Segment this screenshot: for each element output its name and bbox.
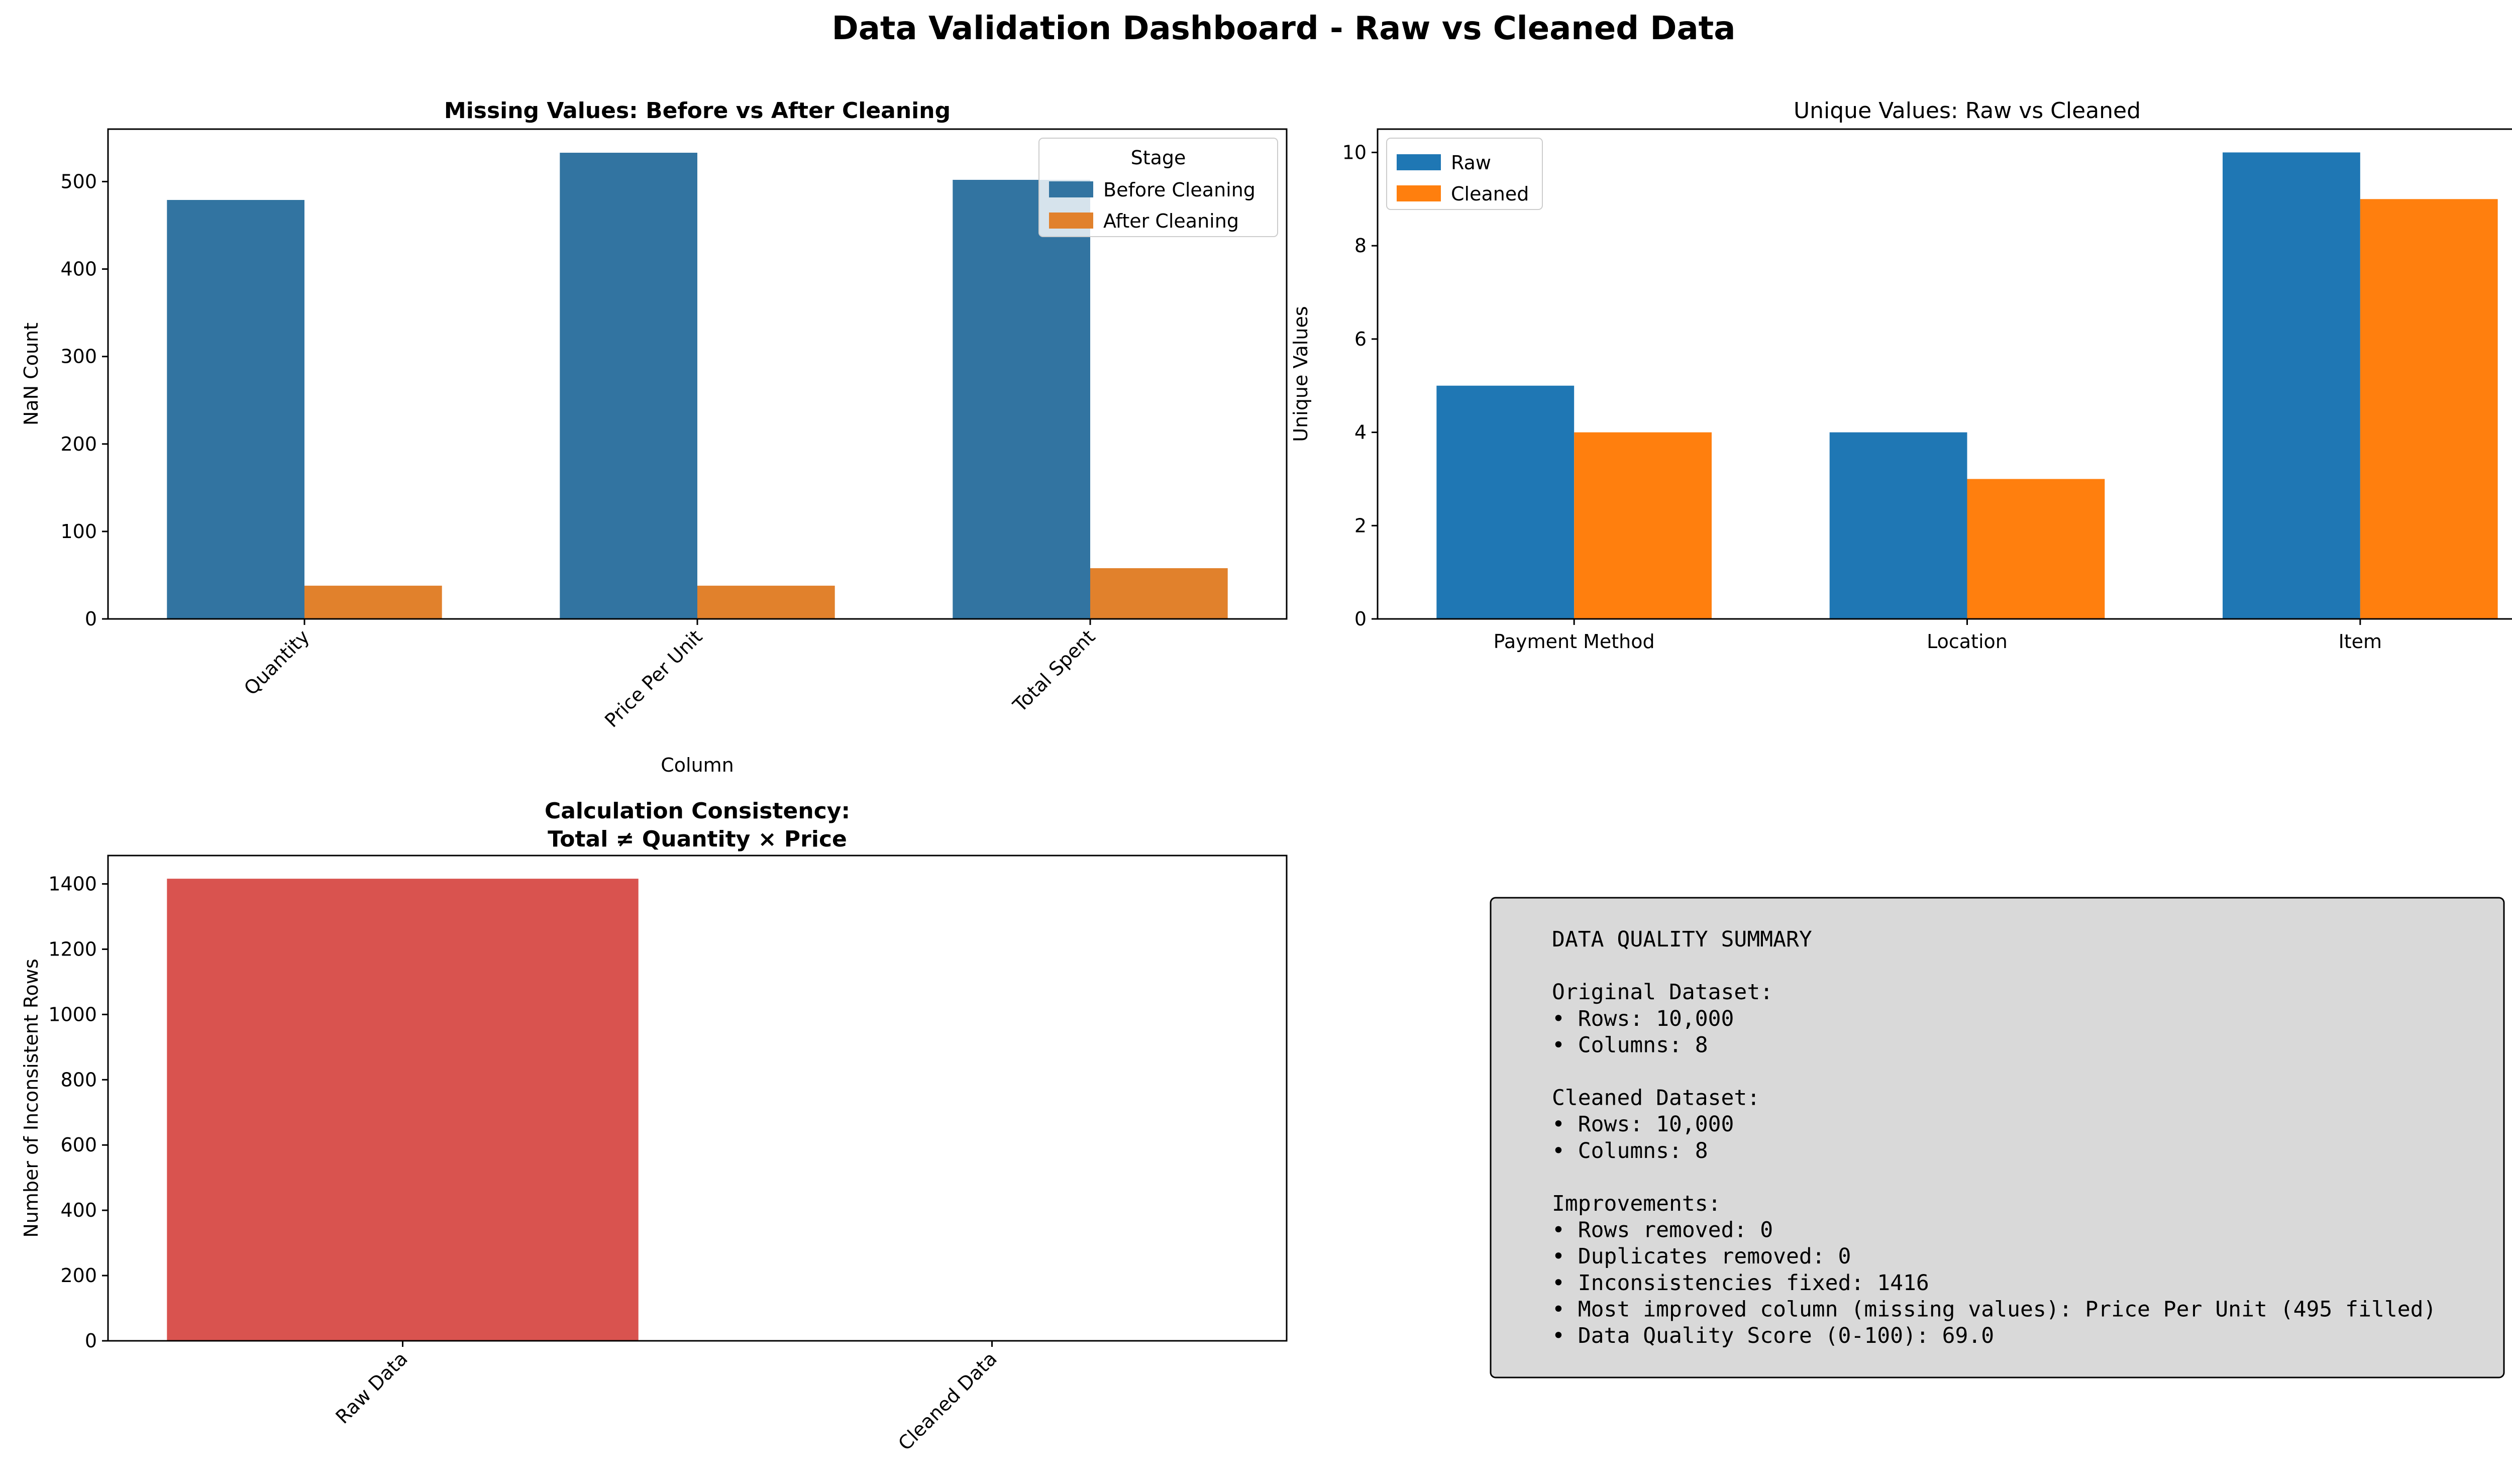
x-tick-label: Price Per Unit: [600, 625, 706, 731]
legend-label: Before Cleaning: [1103, 179, 1255, 201]
y-tick-label: 8: [1354, 235, 1367, 257]
bar-raw-2: [2223, 152, 2360, 619]
summary-box-background: [1490, 897, 2505, 1379]
y-tick-label: 400: [60, 1199, 97, 1221]
y-tick-label: 800: [60, 1069, 97, 1091]
y-tick-label: 500: [60, 170, 97, 192]
x-tick-label: Total Spent: [1008, 625, 1099, 716]
y-tick-label: 300: [60, 346, 97, 368]
y-tick-label: 0: [85, 1330, 97, 1352]
y-tick-label: 600: [60, 1134, 97, 1156]
x-tick-label: Quantity: [240, 625, 313, 699]
summary-line: • Inconsistencies fixed: 1416: [1552, 1270, 1929, 1296]
chart-title-line: Total ≠ Quantity × Price: [548, 826, 847, 852]
y-tick-label: 200: [60, 1264, 97, 1287]
chart-title: Missing Values: Before vs After Cleaning: [444, 98, 951, 124]
x-tick-label: Payment Method: [1494, 630, 1655, 653]
x-tick-label: Location: [1927, 630, 2008, 653]
y-tick-label: 0: [85, 608, 97, 630]
summary-line: • Rows: 10,000: [1552, 1112, 1734, 1137]
bar-raw-data: [167, 879, 639, 1341]
y-tick-label: 10: [1342, 141, 1367, 163]
legend-swatch-raw: [1397, 154, 1441, 170]
x-tick-label: Item: [2339, 630, 2382, 653]
chart-title: Calculation Consistency: Total ≠ Quantity…: [545, 798, 850, 852]
bar-after-cleaning-1: [697, 585, 835, 619]
y-tick-label: 0: [1354, 608, 1367, 630]
legend-label: Raw: [1451, 152, 1491, 174]
bar-before-cleaning-0: [167, 200, 304, 619]
y-tick-label: 400: [60, 258, 97, 280]
figure-suptitle: Data Validation Dashboard - Raw vs Clean…: [832, 10, 1736, 47]
y-axis-label: NaN Count: [20, 323, 42, 426]
y-axis-label: Unique Values: [1290, 306, 1312, 442]
bar-cleaned-0: [1574, 432, 1712, 619]
x-tick-label: Cleaned Data: [894, 1347, 1001, 1455]
bar-after-cleaning-2: [1090, 568, 1228, 619]
summary-line: • Data Quality Score (0-100): 69.0: [1552, 1323, 1994, 1348]
y-tick-label: 100: [60, 520, 97, 543]
chart-title-line: Missing Values: Before vs After Cleaning: [444, 98, 951, 124]
y-tick-label: 4: [1354, 421, 1367, 444]
summary-line: Original Dataset:: [1552, 980, 1773, 1005]
chart-title-line: Calculation Consistency:: [545, 798, 850, 824]
legend: Stage Before Cleaning After Cleaning: [1038, 138, 1278, 237]
legend: Raw Cleaned: [1386, 138, 1543, 210]
x-tick-label: Raw Data: [332, 1347, 412, 1428]
summary-line: • Duplicates removed: 0: [1552, 1244, 1851, 1269]
chart-title: Unique Values: Raw vs Cleaned: [1794, 98, 2141, 124]
y-tick-label: 2: [1354, 514, 1367, 537]
y-tick-label: 1400: [48, 873, 97, 895]
y-tick-label: 1200: [48, 938, 97, 960]
summary-line: • Most improved column (missing values):…: [1552, 1297, 2436, 1322]
calculation-consistency-chart: Calculation Consistency: Total ≠ Quantity…: [20, 798, 1288, 1455]
legend-label: Cleaned: [1451, 183, 1529, 205]
bar-cleaned-1: [1967, 479, 2105, 619]
y-axis-label: Number of Inconsistent Rows: [20, 959, 42, 1237]
summary-line: Cleaned Dataset:: [1552, 1086, 1760, 1111]
summary-line: • Columns: 8: [1552, 1032, 1708, 1057]
axes-frame: [107, 855, 1288, 1342]
bar-raw-0: [1436, 385, 1575, 619]
summary-line: • Rows removed: 0: [1552, 1218, 1773, 1243]
legend-box: [1038, 138, 1278, 237]
chart-title-line: Unique Values: Raw vs Cleaned: [1794, 98, 2141, 124]
missing-values-chart: Missing Values: Before vs After Cleaning…: [20, 98, 1288, 776]
summary-line: Improvements:: [1552, 1191, 1721, 1216]
summary-line: • Columns: 8: [1552, 1138, 1708, 1163]
summary-line: • Rows: 10,000: [1552, 1006, 1734, 1031]
bar-cleaned-2: [2360, 199, 2498, 619]
summary-line: DATA QUALITY SUMMARY: [1552, 927, 1812, 952]
legend-label: After Cleaning: [1103, 210, 1239, 232]
bar-before-cleaning-2: [953, 179, 1090, 619]
bar-after-cleaning-0: [304, 585, 442, 619]
y-tick-label: 200: [60, 433, 97, 455]
legend-swatch-before-cleaning: [1049, 181, 1093, 197]
legend-swatch-after-cleaning: [1049, 213, 1093, 229]
legend-swatch-cleaned: [1397, 185, 1441, 201]
bar-raw-1: [1829, 432, 1967, 619]
unique-values-chart: Unique Values: Raw vs Cleaned 0 2 4 6 8 10 Paym…: [1290, 98, 2512, 653]
y-tick-label: 6: [1354, 328, 1367, 350]
legend-title: Stage: [1131, 147, 1186, 169]
bar-before-cleaning-1: [560, 153, 697, 619]
x-axis-label: Column: [661, 754, 734, 776]
y-tick-label: 1000: [48, 1003, 97, 1025]
